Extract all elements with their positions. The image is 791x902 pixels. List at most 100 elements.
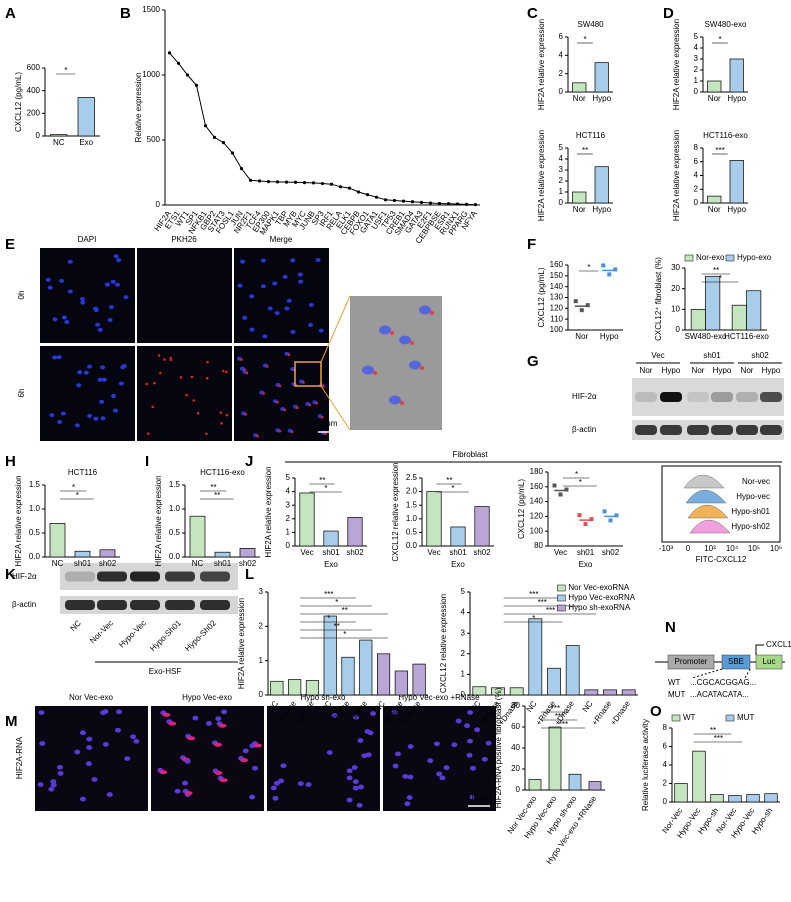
bar <box>305 680 320 696</box>
significance: *** <box>551 704 560 713</box>
nucleus <box>76 383 82 388</box>
bar <box>74 550 91 558</box>
line-marker <box>176 61 181 65</box>
band <box>760 425 782 435</box>
pkh26-dot <box>278 429 282 433</box>
significance: ** <box>319 476 325 485</box>
nucleus <box>64 320 70 325</box>
line-marker <box>275 180 280 184</box>
x-tick-label: Nor <box>708 205 721 214</box>
y-tick-label: 0 <box>694 198 699 207</box>
nucleus <box>351 765 358 770</box>
line-marker <box>455 202 460 206</box>
panel-letter: B <box>120 5 131 22</box>
blot-lane: Nor-Vec <box>88 619 115 646</box>
nucleus <box>326 750 333 755</box>
nucleus <box>87 364 93 369</box>
band <box>711 425 733 435</box>
pkh26-dot <box>373 371 377 375</box>
rna-signal <box>219 778 228 783</box>
pkh26-dot <box>220 422 223 425</box>
nucleus <box>274 311 280 316</box>
pkh26-dot <box>283 408 287 412</box>
nucleus <box>47 285 53 290</box>
nucleus <box>59 278 65 283</box>
protein-label: β-actin <box>572 425 596 434</box>
y-tick-label: 5 <box>694 32 699 41</box>
mut-label: MUT <box>668 690 685 699</box>
bar <box>239 548 256 558</box>
significance: *** <box>714 734 723 743</box>
chart-title: SW480 <box>577 20 604 29</box>
y-tick-label: 1 <box>461 670 466 679</box>
pkh26-dot <box>315 401 319 405</box>
y-tick-label: 0 <box>36 131 41 140</box>
y-tick-label: 0.5 <box>406 528 418 537</box>
y-tick-label: 1 <box>694 76 699 85</box>
nucleus <box>370 711 377 716</box>
y-axis-label: HIF2A relative expression <box>537 19 546 110</box>
y-tick-label: 4 <box>286 487 291 496</box>
protein-label: HIF-2α <box>12 572 37 581</box>
panel-letter: F <box>527 236 536 253</box>
x-tick-label: Vec <box>300 548 313 557</box>
point <box>614 513 619 518</box>
y-tick-label: 2 <box>694 184 699 193</box>
line-marker <box>257 179 262 183</box>
band <box>130 600 160 610</box>
nucleus <box>346 775 353 781</box>
nucleus <box>318 328 324 333</box>
pkh26-dot <box>266 365 269 368</box>
pkh26-dot <box>287 353 291 357</box>
part-label: SBE <box>728 657 744 666</box>
nucleus <box>394 751 401 757</box>
column-label: Nor Vec-exo <box>69 693 114 702</box>
bar <box>746 290 762 331</box>
line-marker <box>311 181 316 185</box>
y-tick-label: 130 <box>550 293 564 302</box>
nucleus <box>474 727 481 733</box>
y-tick-label: 2 <box>461 649 466 658</box>
line-marker <box>203 124 208 128</box>
nucleus <box>419 305 431 315</box>
y-axis-label: CXCL12 relative expression <box>439 594 448 693</box>
y-tick-label: 80 <box>534 541 543 550</box>
panel-letter: O <box>650 703 662 720</box>
row-label: 0h <box>17 291 26 300</box>
y-tick-label: 60 <box>511 722 520 731</box>
legend-swatch <box>684 254 694 262</box>
rna-signal <box>168 721 177 726</box>
y-tick-label: 3 <box>694 54 699 63</box>
point <box>579 308 584 313</box>
significance: ** <box>342 606 348 615</box>
y-tick-label: 0 <box>156 200 161 209</box>
nucleus <box>392 763 399 769</box>
nucleus <box>56 764 63 770</box>
nucleus <box>298 279 304 284</box>
y-tick-label: 3 <box>461 628 466 637</box>
y-tick-label: 0 <box>461 690 466 699</box>
y-tick-label: 1 <box>259 656 264 665</box>
line-marker <box>284 180 289 184</box>
pkh26-dot <box>243 368 246 371</box>
significance: * <box>532 614 535 623</box>
blot-group: Vec <box>651 351 664 360</box>
y-tick-label: 1500 <box>142 5 160 14</box>
y-axis-label: HIF2A relative expression <box>14 475 23 566</box>
bar <box>594 62 609 93</box>
nucleus <box>240 259 246 264</box>
significance: * <box>587 263 590 272</box>
nucleus <box>439 775 446 781</box>
y-tick-label: 4 <box>559 50 564 59</box>
significance: *** <box>559 720 568 729</box>
nucleus <box>79 730 86 736</box>
zoom-line <box>320 385 351 431</box>
line-marker <box>320 181 325 186</box>
nucleus <box>467 738 474 744</box>
bar <box>707 80 722 93</box>
bar <box>509 687 524 696</box>
y-axis-label: HIF2A relative expression <box>264 466 273 557</box>
bar <box>299 492 315 547</box>
bar <box>270 680 284 696</box>
line-marker <box>446 202 451 206</box>
